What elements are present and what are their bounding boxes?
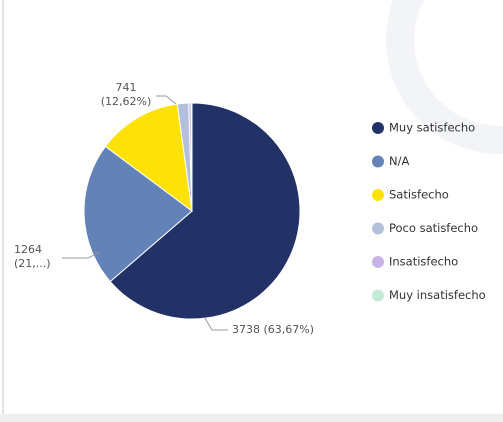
pie-slice	[83, 145, 193, 283]
legend-label: Poco satisfecho	[389, 221, 478, 235]
legend-label: N/A	[389, 154, 409, 168]
data-label: 1264 (21,...)	[14, 243, 51, 270]
leader-line	[204, 317, 228, 331]
legend-label: Muy satisfecho	[389, 121, 475, 135]
data-label: 741 (12,62%)	[100, 81, 152, 108]
legend-swatch	[372, 122, 384, 134]
legend-swatch	[372, 189, 384, 201]
legend-label: Insatisfecho	[389, 255, 458, 269]
legend-label: Satisfecho	[389, 188, 449, 202]
watermark	[386, 0, 503, 154]
leader-line	[156, 95, 177, 105]
legend-label: Muy insatisfecho	[389, 288, 486, 302]
legend-swatch	[372, 256, 384, 268]
legend-swatch	[372, 222, 384, 235]
legend-swatch	[372, 155, 384, 168]
pie-slice	[109, 102, 301, 320]
pie-slice	[104, 103, 193, 213]
bottom-strip	[0, 414, 503, 422]
leader-line	[62, 251, 101, 259]
pie-slice	[190, 102, 193, 212]
data-label: 3738 (63,67%)	[232, 323, 315, 336]
legend-swatch	[372, 289, 384, 302]
